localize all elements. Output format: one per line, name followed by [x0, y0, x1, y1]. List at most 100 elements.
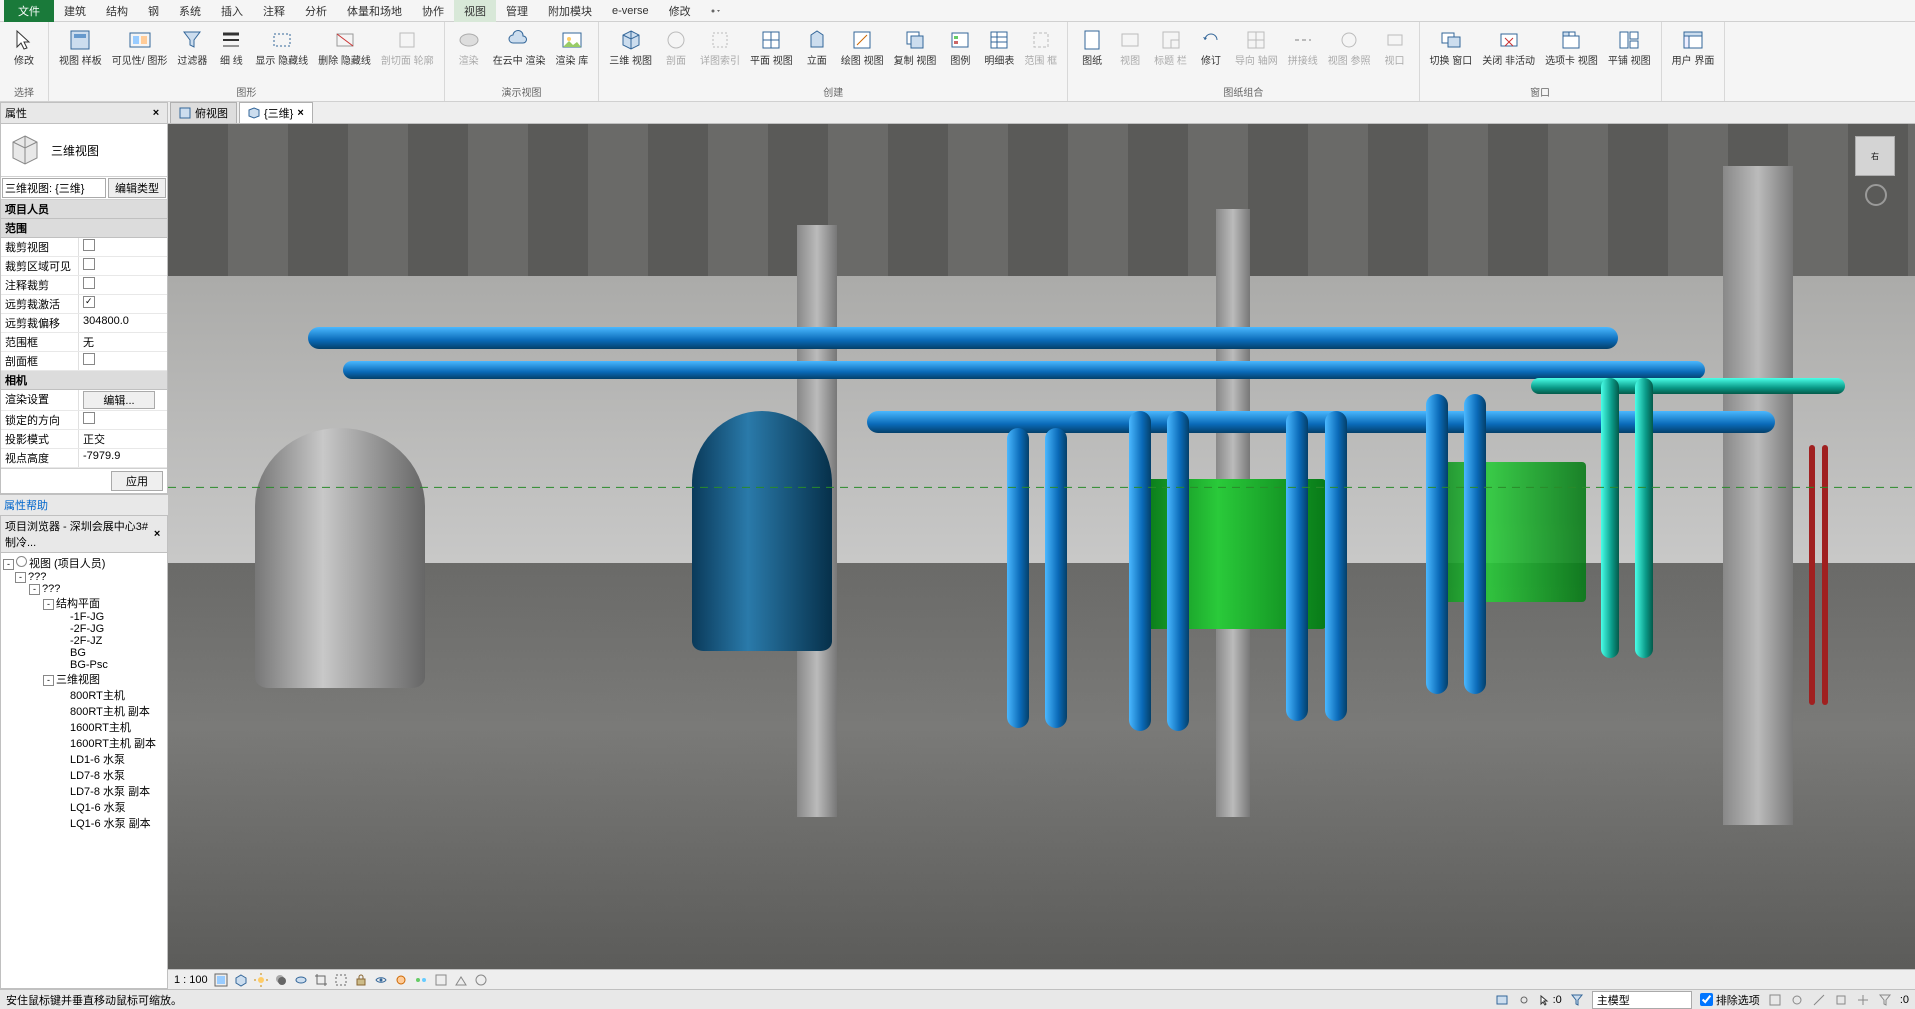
menu-arch[interactable]: 建筑	[54, 0, 96, 22]
rbtn-3d-view[interactable]: 三维 视图	[605, 24, 656, 69]
rbtn-sheet[interactable]: 图纸	[1074, 24, 1110, 69]
s4-icon[interactable]	[1834, 993, 1848, 1007]
pg-v-eye[interactable]: -7979.9	[79, 449, 167, 467]
tree-node[interactable]: -???	[1, 571, 167, 583]
rbtn-plan-view[interactable]: 平面 视图	[746, 24, 797, 69]
status-workset-icon[interactable]	[1495, 993, 1509, 1007]
exclude-options[interactable]: 排除选项	[1700, 992, 1760, 1008]
temp-hide-icon[interactable]	[374, 973, 388, 987]
crop-icon[interactable]	[314, 973, 328, 987]
menu-annotate[interactable]: 注释	[253, 0, 295, 22]
tree-node[interactable]: 1600RT主机 副本	[1, 735, 167, 751]
rbtn-render-gallery[interactable]: 渲染 库	[551, 24, 592, 69]
tree-toggle[interactable]: -	[29, 584, 40, 595]
tree-node[interactable]: -???	[1, 583, 167, 595]
tree-toggle[interactable]: -	[43, 599, 54, 610]
tree-node[interactable]: LD1-6 水泵	[1, 751, 167, 767]
properties-close[interactable]: ×	[149, 107, 163, 119]
rbtn-drafting[interactable]: 绘图 视图	[837, 24, 888, 69]
menu-insert[interactable]: 插入	[211, 0, 253, 22]
status-link-icon[interactable]	[1517, 993, 1531, 1007]
rbtn-elevation[interactable]: 立面	[799, 24, 835, 69]
pg-chk-cropvis[interactable]	[83, 258, 95, 270]
status-model-select[interactable]: 主模型	[1592, 991, 1692, 1009]
menu-file[interactable]: 文件	[4, 0, 54, 22]
pg-chk-sectionbox[interactable]	[83, 353, 95, 365]
rbtn-thin-lines[interactable]: 细 线	[213, 24, 249, 69]
visual-style-icon[interactable]	[234, 973, 248, 987]
shadows-icon[interactable]	[274, 973, 288, 987]
rbtn-schedule[interactable]: 明细表	[980, 24, 1018, 69]
menu-analyze[interactable]: 分析	[295, 0, 337, 22]
rbtn-view-template[interactable]: 视图 样板	[55, 24, 106, 69]
rbtn-cloud-render[interactable]: 在云中 渲染	[489, 24, 550, 69]
edit-type-button[interactable]: 编辑类型	[108, 178, 166, 198]
reveal-hidden-icon[interactable]	[394, 973, 408, 987]
browser-tree[interactable]: -视图 (项目人员) -???-???-结构平面-1F-JG-2F-JG-2F-…	[1, 553, 167, 833]
rbtn-tile-views[interactable]: 平铺 视图	[1604, 24, 1655, 69]
tree-toggle[interactable]: -	[43, 675, 54, 686]
tree-node[interactable]: LQ1-6 水泵 副本	[1, 815, 167, 831]
s6-icon[interactable]	[1878, 993, 1892, 1007]
menu-addins[interactable]: 附加模块	[538, 0, 602, 22]
status-filter-icon[interactable]	[1570, 993, 1584, 1007]
vc-misc2-icon[interactable]	[454, 973, 468, 987]
rbtn-ui[interactable]: 用户 界面	[1668, 24, 1719, 69]
pg-chk-farclip[interactable]	[83, 296, 95, 308]
view-cube[interactable]: 右	[1855, 136, 1895, 176]
properties-help-link[interactable]: 属性帮助	[0, 494, 168, 515]
rbtn-visibility[interactable]: 可见性/ 图形	[108, 24, 172, 69]
tree-root[interactable]: 视图 (项目人员)	[29, 558, 105, 570]
rbtn-legend[interactable]: 图例	[942, 24, 978, 69]
tree-node[interactable]: LD7-8 水泵 副本	[1, 783, 167, 799]
instance-selector[interactable]: 三维视图: {三维}	[2, 178, 106, 198]
rbtn-tab-views[interactable]: 选项卡 视图	[1541, 24, 1602, 69]
pg-v-faroff[interactable]: 304800.0	[79, 314, 167, 332]
view-scale[interactable]: 1 : 100	[174, 974, 208, 986]
s1-icon[interactable]	[1768, 993, 1782, 1007]
tree-node[interactable]: -1F-JG	[1, 611, 167, 623]
tree-node[interactable]: -2F-JZ	[1, 635, 167, 647]
rbtn-close-inactive[interactable]: 关闭 非活动	[1478, 24, 1539, 69]
menu-modify[interactable]: 修改	[659, 0, 701, 22]
qa-dropdown-icon[interactable]	[709, 4, 723, 18]
browser-close[interactable]: ×	[151, 528, 163, 540]
vc-misc1-icon[interactable]	[434, 973, 448, 987]
tree-node[interactable]: -结构平面	[1, 595, 167, 611]
menu-view[interactable]: 视图	[454, 0, 496, 22]
tree-node[interactable]: BG-Psc	[1, 659, 167, 671]
tree-node[interactable]: 800RT主机 副本	[1, 703, 167, 719]
rbtn-show-hidden[interactable]: 显示 隐藏线	[251, 24, 312, 69]
lock-icon[interactable]	[354, 973, 368, 987]
menu-collab[interactable]: 协作	[412, 0, 454, 22]
crop-region-icon[interactable]	[334, 973, 348, 987]
tab-3d-view[interactable]: {三维} ×	[239, 102, 313, 123]
tree-node[interactable]: 1600RT主机	[1, 719, 167, 735]
rbtn-modify[interactable]: 修改	[6, 24, 42, 69]
tree-node[interactable]: LQ1-6 水泵	[1, 799, 167, 815]
menu-systems[interactable]: 系统	[169, 0, 211, 22]
menu-manage[interactable]: 管理	[496, 0, 538, 22]
pg-chk-lock[interactable]	[83, 412, 95, 424]
tree-node[interactable]: LD7-8 水泵	[1, 767, 167, 783]
pg-chk-annocrop[interactable]	[83, 277, 95, 289]
tree-toggle[interactable]: -	[15, 572, 26, 583]
vc-misc3-icon[interactable]	[474, 973, 488, 987]
apply-button[interactable]: 应用	[111, 471, 163, 491]
render-dialog-icon[interactable]	[294, 973, 308, 987]
pg-v-scopebox[interactable]: 无	[79, 333, 167, 351]
pg-v-proj[interactable]: 正交	[79, 430, 167, 448]
pg-chk-crop[interactable]	[83, 239, 95, 251]
rbtn-remove-hidden[interactable]: 删除 隐藏线	[314, 24, 375, 69]
s3-icon[interactable]	[1812, 993, 1826, 1007]
menu-massing[interactable]: 体量和场地	[337, 0, 412, 22]
tree-toggle[interactable]: -	[3, 559, 14, 570]
s5-icon[interactable]	[1856, 993, 1870, 1007]
tree-node[interactable]: BG	[1, 647, 167, 659]
menu-everse[interactable]: e-verse	[602, 2, 659, 20]
exclude-checkbox[interactable]	[1700, 993, 1713, 1006]
pg-btn-render[interactable]: 编辑...	[83, 391, 155, 409]
nav-wheel[interactable]	[1865, 184, 1887, 206]
detail-level-icon[interactable]	[214, 973, 228, 987]
tab-top-view[interactable]: 俯视图	[170, 102, 237, 123]
